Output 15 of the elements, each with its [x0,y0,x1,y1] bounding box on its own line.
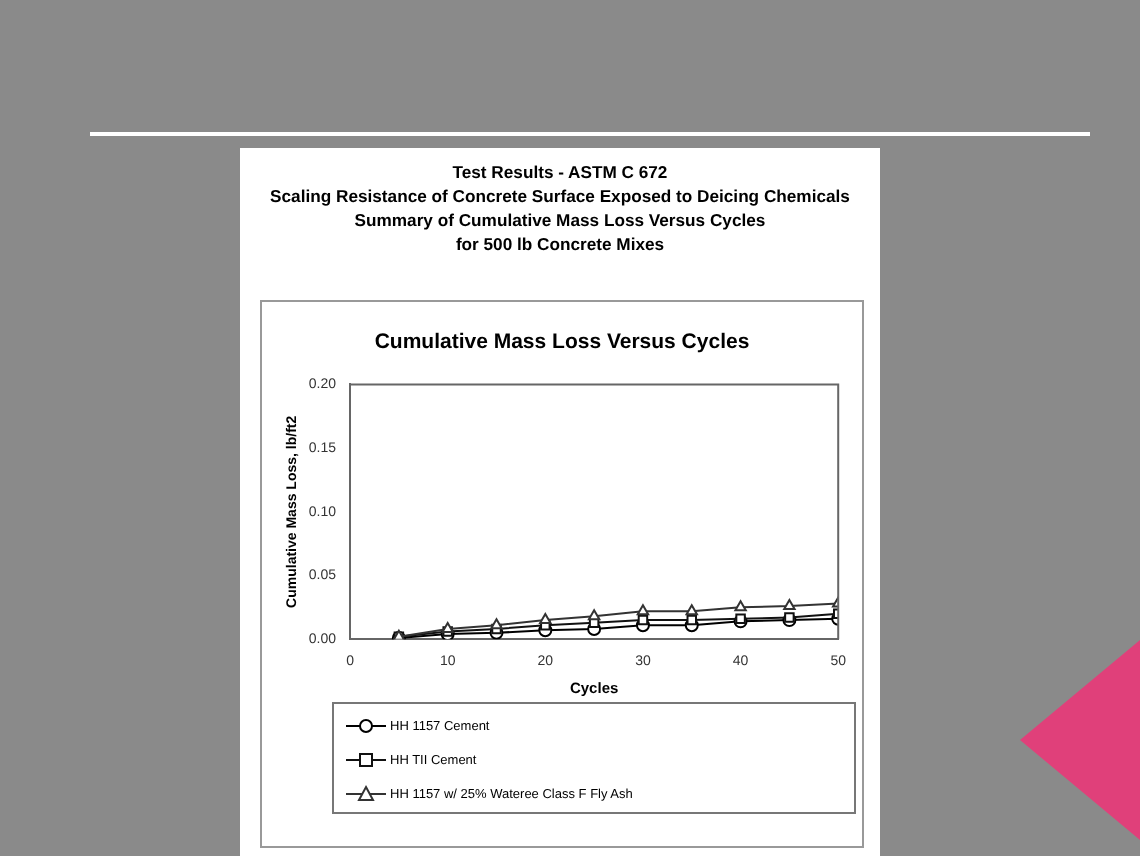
point [734,600,747,612]
text: Test Results - ASTM C 672 [450,160,670,184]
point [490,618,503,630]
text: Summary of Cumulative Mass Loss Versus Cycles [352,208,768,232]
point [587,609,601,621]
point [539,613,552,625]
point [685,604,698,616]
point [784,612,795,623]
text: Scaling Resistance of Concrete Surface Exposed to Deicing Chemicals [268,184,852,208]
point [686,614,698,626]
text: for 500 lb Concrete Mixes [453,232,667,256]
point [637,614,649,626]
point [783,599,796,611]
chart-title: Cumulative Mass Loss Versus Cycles [372,330,752,354]
point [636,604,650,616]
